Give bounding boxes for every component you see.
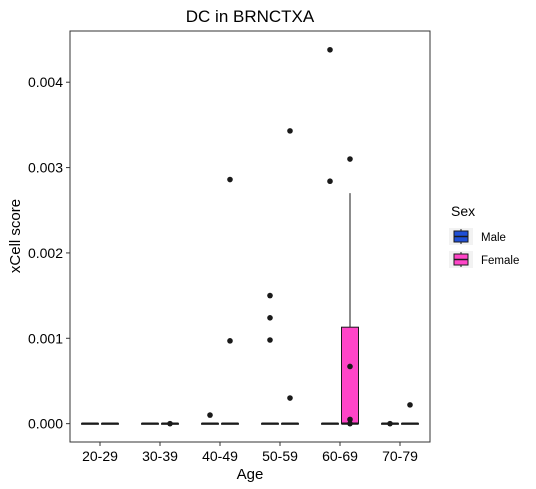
legend-item-male: Male xyxy=(449,228,506,245)
outlier-point xyxy=(267,292,273,299)
chart-marks xyxy=(81,46,419,427)
legend-label: Female xyxy=(481,255,519,267)
y-tick-label: 0.001 xyxy=(28,330,63,346)
box-male-70-79 xyxy=(381,420,399,427)
outlier-point xyxy=(347,363,353,370)
legend: Sex Male Female xyxy=(449,203,519,268)
x-tick-label: 40-49 xyxy=(202,448,238,464)
box-female-70-79 xyxy=(401,402,419,425)
outlier-point xyxy=(327,178,333,185)
outlier-point xyxy=(347,156,353,162)
outlier-point xyxy=(267,337,273,343)
legend-title: Sex xyxy=(451,203,475,219)
x-tick-label: 20-29 xyxy=(82,448,118,464)
outlier-point xyxy=(227,338,233,344)
plot-panel xyxy=(69,30,431,443)
box-female-40-49 xyxy=(221,176,239,425)
outlier-point xyxy=(287,128,293,134)
box-male-40-49 xyxy=(201,412,219,425)
x-axis: 20-29 30-39 40-49 50-59 60-69 70-79 xyxy=(82,442,418,464)
outlier-point xyxy=(227,176,233,183)
outlier-point xyxy=(387,420,393,427)
outlier-point xyxy=(267,315,273,321)
y-tick-label: 0.003 xyxy=(28,160,63,176)
box-male-20-29 xyxy=(81,422,99,425)
y-axis: 0.000 0.001 0.002 0.003 0.004 xyxy=(28,74,70,432)
box-male-30-39 xyxy=(141,422,159,425)
outlier-point xyxy=(207,412,213,418)
x-tick-label: 30-39 xyxy=(142,448,178,464)
legend-item-female: Female xyxy=(449,251,519,268)
x-axis-title: Age xyxy=(237,466,264,483)
outlier-point xyxy=(347,416,353,423)
y-tick-label: 0.000 xyxy=(28,416,63,432)
y-tick-label: 0.004 xyxy=(28,74,63,90)
chart-title: DC in BRNCTXA xyxy=(186,7,315,26)
outlier-point xyxy=(287,395,293,401)
box-female-60-69 xyxy=(341,156,359,427)
x-tick-label: 70-79 xyxy=(382,448,418,464)
y-axis-title: xCell score xyxy=(7,199,24,273)
outlier-point xyxy=(407,402,413,408)
box-female-20-29 xyxy=(101,422,119,425)
outlier-point xyxy=(167,420,173,427)
x-tick-label: 50-59 xyxy=(262,448,298,464)
outlier-point xyxy=(347,420,353,427)
legend-label: Male xyxy=(481,232,506,244)
x-tick-label: 60-69 xyxy=(322,448,358,464)
box-male-60-69 xyxy=(321,46,339,425)
y-tick-label: 0.002 xyxy=(28,245,63,261)
box-male-50-59 xyxy=(261,292,279,425)
outlier-point xyxy=(327,46,333,53)
box-female-30-39 xyxy=(161,420,179,427)
box-iqr xyxy=(341,326,359,425)
box-female-50-59 xyxy=(281,128,299,425)
